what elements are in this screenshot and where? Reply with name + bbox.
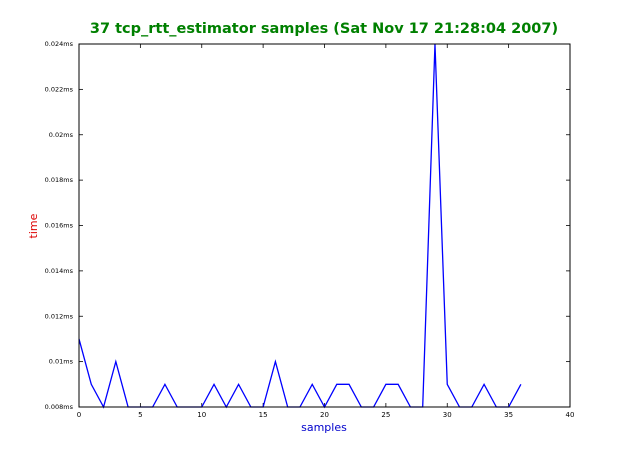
x-tick-label: 25 <box>381 411 390 419</box>
x-tick-label: 35 <box>504 411 513 419</box>
plot-frame <box>78 43 571 408</box>
y-tick-label: 0.014ms <box>45 267 74 275</box>
y-tick-label: 0.012ms <box>45 312 74 320</box>
x-tick-label: 10 <box>197 411 206 419</box>
y-tick-label: 0.008ms <box>45 403 74 411</box>
x-tick-label: 20 <box>320 411 329 419</box>
y-tick-label: 0.022ms <box>45 85 74 93</box>
x-tick-label: 40 <box>566 411 575 419</box>
x-tick-label: 0 <box>77 411 81 419</box>
chart-title: 37 tcp_rtt_estimator samples (Sat Nov 17… <box>90 21 558 37</box>
y-axis-label: time <box>27 213 40 238</box>
x-tick-label: 5 <box>138 411 142 419</box>
y-tick-label: 0.016ms <box>45 222 74 230</box>
y-tick-label: 0.02ms <box>49 131 74 139</box>
y-tick-label: 0.024ms <box>45 40 74 48</box>
y-tick-label: 0.018ms <box>45 176 74 184</box>
x-axis-label: samples <box>301 421 347 434</box>
x-tick-label: 15 <box>259 411 268 419</box>
x-tick-label: 30 <box>443 411 452 419</box>
y-tick-label: 0.01ms <box>49 358 74 366</box>
